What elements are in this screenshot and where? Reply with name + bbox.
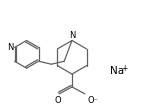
- Text: N: N: [7, 43, 14, 52]
- Text: N: N: [69, 30, 75, 39]
- Text: Na: Na: [110, 66, 124, 76]
- Text: +: +: [121, 64, 128, 73]
- Text: O: O: [55, 96, 61, 105]
- Text: O⁻: O⁻: [88, 96, 99, 105]
